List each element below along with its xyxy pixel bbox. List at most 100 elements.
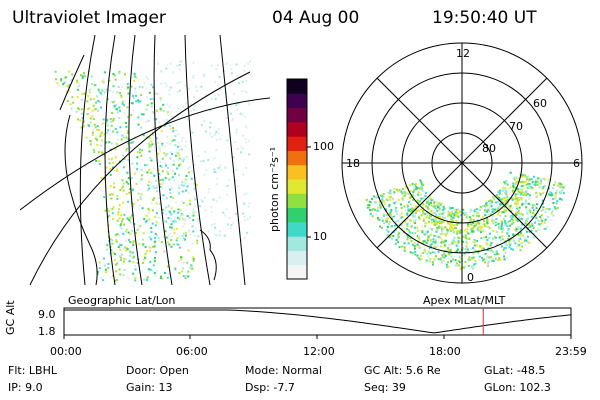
aurora-pixel [178,272,181,275]
aurora-pixel [420,197,423,200]
aurora-pixel [121,220,124,223]
aurora-pixel [454,241,457,244]
aurora-pixel [89,121,92,124]
aurora-pixel [179,163,182,166]
aurora-pixel [246,231,249,234]
aurora-pixel [513,178,516,181]
aurora-pixel [456,248,459,251]
aurora-pixel [424,213,427,216]
aurora-pixel [248,103,251,106]
aurora-pixel [520,185,523,188]
aurora-pixel [434,255,437,258]
aurora-pixel [511,248,514,251]
aurora-pixel [455,214,458,217]
aurora-pixel [398,188,401,191]
aurora-pixel [162,110,165,113]
aurora-pixel [88,91,91,94]
aurora-pixel [191,242,194,245]
aurora-pixel [181,159,184,162]
aurora-pixel [88,125,91,128]
aurora-pixel [81,92,84,95]
aurora-pixel [457,231,460,234]
aurora-pixel [512,186,515,189]
aurora-pixel [413,226,416,229]
aurora-pixel [89,117,92,120]
aurora-pixel [422,240,425,243]
aurora-pixel [472,219,475,222]
aurora-pixel [160,99,163,102]
aurora-pixel [381,219,384,222]
aurora-pixel [118,72,121,75]
aurora-pixel [180,183,183,186]
aurora-pixel [483,223,486,226]
aurora-pixel [101,151,104,154]
aurora-pixel [387,223,390,226]
aurora-pixel [415,210,418,213]
aurora-pixel [467,237,470,240]
aurora-pixel [500,228,503,231]
aurora-pixel [240,145,243,148]
aurora-pixel [234,179,237,182]
aurora-pixel [150,202,153,205]
aurora-pixel [178,68,181,71]
aurora-pixel [395,206,398,209]
aurora-pixel [133,72,136,75]
aurora-pixel [438,222,441,225]
aurora-pixel [527,210,530,213]
aurora-pixel [436,244,439,247]
aurora-pixel [488,205,491,208]
aurora-pixel [441,212,444,215]
aurora-pixel [398,223,401,226]
aurora-pixel [165,67,168,70]
aurora-pixel [60,78,63,81]
aurora-pixel [379,206,382,209]
aurora-pixel [159,183,162,186]
aurora-pixel [455,264,458,267]
aurora-pixel [531,222,534,225]
aurora-pixel [160,129,163,132]
aurora-pixel [194,198,197,201]
aurora-pixel [528,212,531,215]
aurora-pixel [153,240,156,243]
aurora-pixel [513,176,516,179]
aurora-pixel [497,207,500,210]
aurora-pixel [511,197,514,200]
aurora-pixel [149,145,152,148]
aurora-pixel [112,182,115,185]
aurora-pixel [146,171,149,174]
aurora-pixel [509,219,512,222]
aurora-pixel [522,193,525,196]
aurora-pixel [394,229,397,232]
aurora-pixel [173,218,176,221]
aurora-pixel [493,210,496,213]
aurora-pixel [501,235,504,238]
aurora-pixel [434,251,437,254]
x-label-0000: 00:00 [50,345,82,358]
aurora-pixel [386,234,389,237]
aurora-pixel [111,161,114,164]
aurora-pixel [111,242,114,245]
aurora-pixel [506,225,509,228]
aurora-pixel [163,272,166,275]
aurora-pixel [186,204,189,207]
aurora-pixel [227,178,230,181]
aurora-pixel [137,192,140,195]
aurora-pixel [123,213,126,216]
aurora-pixel [505,181,508,184]
aurora-pixel [442,232,445,235]
aurora-pixel [519,196,522,199]
aurora-pixel [484,214,487,217]
aurora-pixel [481,257,484,260]
aurora-pixel [153,197,156,200]
aurora-pixel [544,185,547,188]
aurora-pixel [180,270,183,273]
aurora-pixel [187,249,190,252]
aurora-pixel [417,209,420,212]
info-glon: GLon: 102.3 [484,381,551,394]
aurora-pixel [528,194,531,197]
aurora-pixel [397,198,400,201]
aurora-pixel [525,218,528,221]
aurora-pixel [529,187,532,190]
aurora-pixel [178,64,181,67]
aurora-pixel [490,205,493,208]
